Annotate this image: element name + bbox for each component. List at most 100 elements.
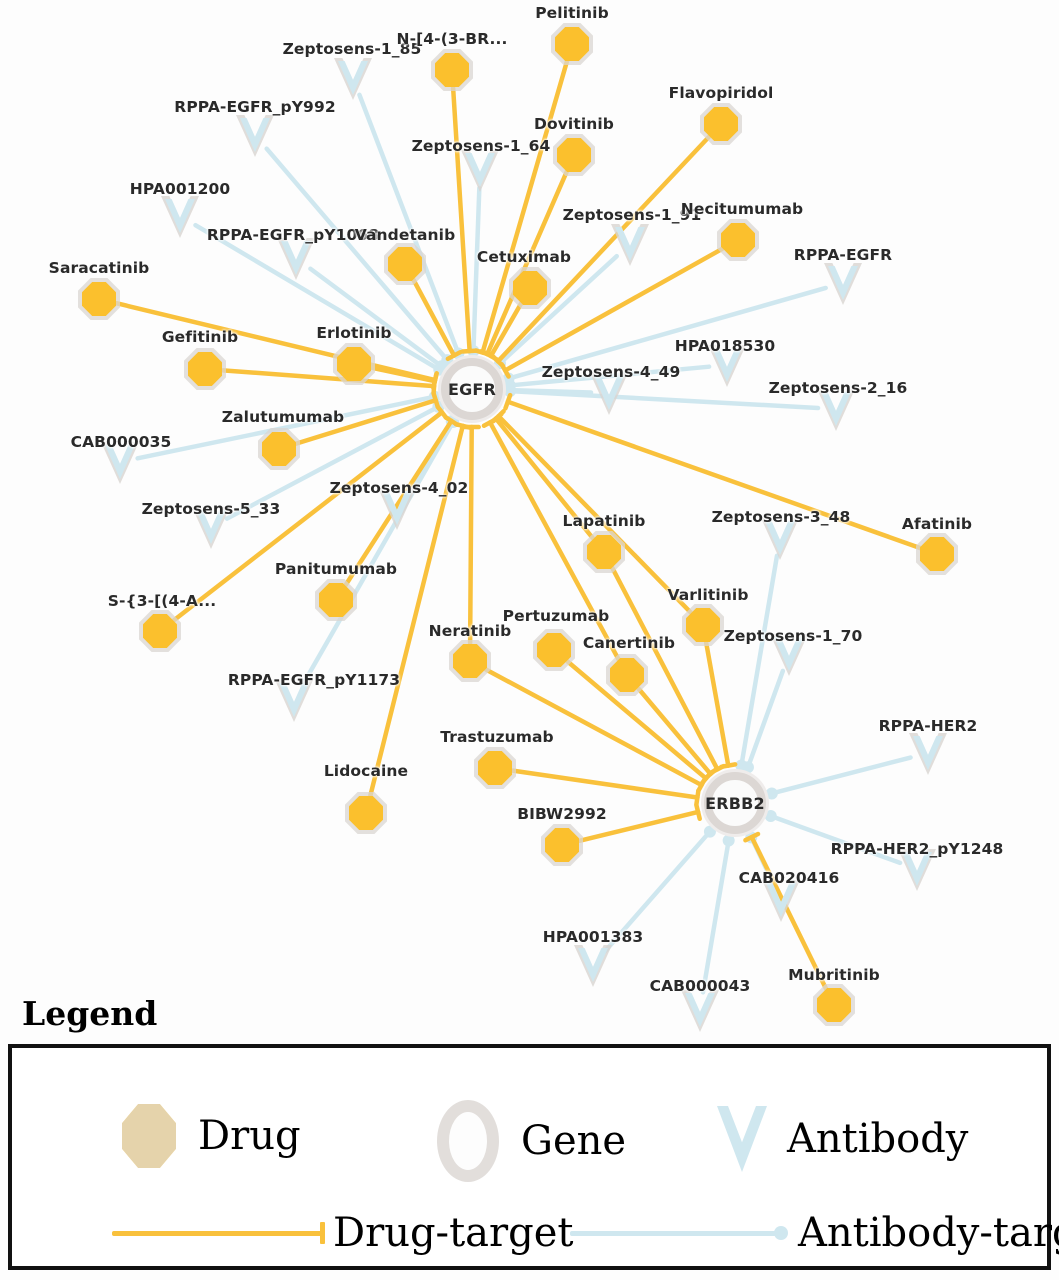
edge xyxy=(700,838,731,995)
drug-edge-cap xyxy=(499,362,511,379)
drug-node[interactable] xyxy=(449,640,491,682)
antibody-node[interactable] xyxy=(101,442,139,484)
drug-node[interactable] xyxy=(717,219,759,261)
antibody-edge-cap xyxy=(764,809,777,822)
drug-edge-cap xyxy=(445,349,463,362)
antibody-node[interactable] xyxy=(192,507,230,549)
drug-node[interactable] xyxy=(78,278,120,320)
antibody-node[interactable] xyxy=(817,389,855,431)
antibody-node[interactable] xyxy=(590,373,628,415)
antibody-node-label: Zeptosens-1_64 xyxy=(411,137,551,155)
antibody-node-label: Zeptosens-3_48 xyxy=(711,508,851,526)
network-canvas[interactable]: EGFR ERBB2 Zeptosens-1_85 RPPA-EGFR_pY992 Z… xyxy=(0,0,1059,1032)
gene-node-egfr[interactable]: EGFR xyxy=(441,358,503,420)
drug-node[interactable] xyxy=(813,984,855,1026)
drug-node[interactable] xyxy=(583,531,625,573)
drug-node[interactable] xyxy=(258,428,300,470)
drug-node[interactable] xyxy=(533,629,575,671)
edge xyxy=(224,404,441,521)
drug-edge-cap xyxy=(431,372,439,391)
drug-octagon-icon xyxy=(583,531,625,573)
edge xyxy=(510,768,700,800)
legend-item-antibody-target: Antibody-target xyxy=(570,1213,1059,1253)
antibody-node[interactable] xyxy=(277,238,315,280)
antibody-node[interactable] xyxy=(334,58,372,100)
antibody-node[interactable] xyxy=(762,880,800,922)
drug-octagon-icon xyxy=(551,23,593,65)
drug-node[interactable] xyxy=(333,343,375,385)
drug-node[interactable] xyxy=(345,792,387,834)
antibody-node[interactable] xyxy=(761,518,799,560)
antibody-node[interactable] xyxy=(161,196,199,238)
gene-node-label: EGFR xyxy=(447,379,497,399)
antibody-node[interactable] xyxy=(236,115,274,157)
drug-node[interactable] xyxy=(315,579,357,621)
drug-node[interactable] xyxy=(474,747,516,789)
edge xyxy=(749,834,829,992)
antibody-node[interactable] xyxy=(574,945,612,987)
antibody-node-label: Zeptosens-4_49 xyxy=(541,363,681,381)
edge xyxy=(768,813,903,866)
antibody-node[interactable] xyxy=(611,224,649,266)
drug-node[interactable] xyxy=(184,348,226,390)
gene-node-erbb2[interactable]: ERBB2 xyxy=(704,772,766,834)
antibody-node[interactable] xyxy=(378,488,416,530)
drug-node[interactable] xyxy=(606,654,648,696)
drug-node[interactable] xyxy=(431,49,473,91)
drug-node[interactable] xyxy=(384,243,426,285)
drug-node[interactable] xyxy=(541,824,583,866)
drug-node[interactable] xyxy=(916,533,958,575)
antibody-node[interactable] xyxy=(461,150,499,192)
drug-node-label: Afatinib xyxy=(901,515,973,533)
edge-layer xyxy=(114,59,923,995)
antibody-chevron-icon xyxy=(898,849,936,891)
gene-node-label: ERBB2 xyxy=(705,793,765,813)
drug-node[interactable] xyxy=(682,604,724,646)
antibody-node-label: HPA001383 xyxy=(542,928,644,946)
antibody-node-label: RPPA-EGFR_pY1173 xyxy=(227,671,401,689)
drug-node-label: Gefitinib xyxy=(161,328,239,346)
antibody-chevron-icon xyxy=(277,238,315,280)
antibody-node[interactable] xyxy=(275,680,313,722)
antibody-node-label: Zeptosens-1_85 xyxy=(282,40,422,58)
drug-node[interactable] xyxy=(509,267,551,309)
antibody-chevron-icon xyxy=(192,507,230,549)
antibody-node[interactable] xyxy=(681,990,719,1032)
drug-node-label: BIBW2992 xyxy=(517,805,607,823)
drug-octagon-icon xyxy=(184,348,226,390)
antibody-chevron-icon xyxy=(710,1100,774,1180)
drug-edge-line xyxy=(112,1230,322,1236)
antibody-chevron-icon xyxy=(824,263,862,305)
edge xyxy=(507,364,712,388)
drug-octagon-icon xyxy=(139,610,181,652)
antibody-node[interactable] xyxy=(909,733,947,775)
antibody-chevron-icon xyxy=(909,733,947,775)
drug-octagon-icon xyxy=(533,629,575,671)
drug-edge-cap xyxy=(719,762,738,770)
drug-node[interactable] xyxy=(553,134,595,176)
drug-node-label: Necitumumab xyxy=(680,200,804,218)
antibody-node[interactable] xyxy=(770,634,808,676)
edge xyxy=(565,659,709,781)
antibody-chevron-icon xyxy=(817,389,855,431)
legend-label-drug: Drug xyxy=(198,1113,301,1159)
legend-item-drug-target: Drug-target xyxy=(112,1213,573,1253)
drug-node-label: S-{3-[(4-A... xyxy=(107,592,217,610)
drug-node[interactable] xyxy=(551,23,593,65)
edge xyxy=(495,134,711,364)
antibody-chevron-icon xyxy=(761,518,799,560)
drug-node[interactable] xyxy=(139,610,181,652)
drug-edge-cap xyxy=(435,404,449,421)
drug-edge-cap xyxy=(320,1222,325,1244)
antibody-node[interactable] xyxy=(708,345,746,387)
drug-node-label: Flavopiridol xyxy=(668,84,774,102)
antibody-node[interactable] xyxy=(824,263,862,305)
drug-node[interactable] xyxy=(700,103,742,145)
edge xyxy=(357,92,461,356)
drug-octagon-icon xyxy=(717,219,759,261)
legend-box: Drug Gene Antibody Drug-target Antibody-… xyxy=(8,1044,1059,1270)
antibody-node[interactable] xyxy=(898,849,936,891)
antibody-chevron-icon xyxy=(762,880,800,922)
drug-edge-cap xyxy=(743,831,761,843)
drug-node-label: Saracatinib xyxy=(48,259,150,277)
